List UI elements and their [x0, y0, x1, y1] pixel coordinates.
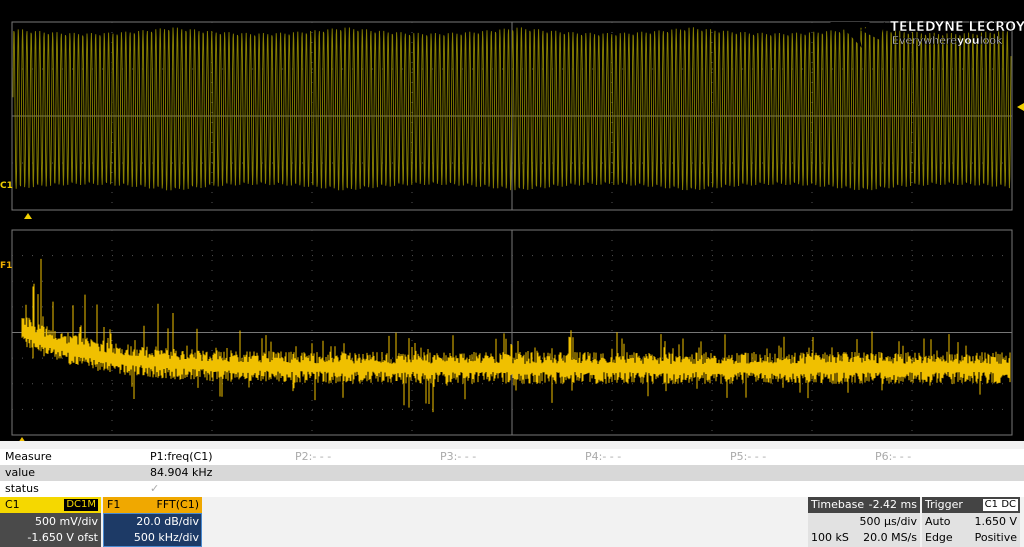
c1-label: C1 [0, 181, 13, 191]
waveforms [12, 27, 1012, 413]
f1-body: 20.0 dB/div 500 kHz/div [103, 513, 202, 547]
measure-status-row: status ✓ [0, 481, 1024, 497]
timebase-label: Timebase [811, 498, 865, 511]
trigger-type: Edge [925, 531, 953, 544]
trigger-coupling: DC [999, 499, 1018, 511]
logo-brand: TELEDYNE LECROY [890, 20, 1024, 35]
channel-scale: 500 mV/div [35, 515, 98, 528]
f1-descriptor[interactable]: F1 FFT(C1) 20.0 dB/div 500 kHz/div [103, 497, 202, 547]
trigger-level: 1.650 V [974, 515, 1017, 528]
c1-body: 500 mV/div -1.650 V ofst [0, 513, 101, 547]
scope-display: C1 F1 TELEDYNE LECROY Everywhereyoulook [0, 0, 1024, 441]
c1-header: C1 DC1M [0, 497, 101, 513]
logo-icon [830, 22, 870, 32]
param-header: P3:- - - [440, 450, 477, 463]
tagline-part: Everywhere [892, 34, 957, 47]
channel-name: C1 [5, 498, 20, 511]
timebase-body: 500 µs/div 100 kS 20.0 MS/s [808, 513, 920, 547]
tagline-part: look [980, 34, 1004, 47]
trigger-mode: Auto [925, 515, 951, 528]
tagline-part: you [957, 34, 980, 47]
timebase-samples: 100 kS [811, 531, 849, 544]
param-header: P6:- - - [875, 450, 912, 463]
trigger-label: Trigger [925, 498, 963, 511]
c1-trace [12, 27, 1012, 191]
param-header: P4:- - - [585, 450, 622, 463]
row-label: value [5, 466, 36, 479]
f1-marker [19, 437, 25, 441]
param-header: P1:freq(C1) [150, 450, 213, 463]
measure-header-row: Measure P1:freq(C1) P2:- - - P3:- - - P4:- -… [0, 449, 1024, 465]
c1-trigger-marker [24, 213, 32, 219]
timebase-per-div: 500 µs/div [859, 515, 917, 528]
channel-badge: FFT(C1) [156, 498, 199, 511]
timebase-descriptor[interactable]: Timebase -2.42 ms 500 µs/div 100 kS 20.0… [808, 497, 920, 547]
channel-name: F1 [107, 498, 121, 511]
trigger-slope: Positive [974, 531, 1017, 544]
row-label: Measure [5, 450, 52, 463]
timebase-rate: 20.0 MS/s [863, 531, 917, 544]
trigger-header: Trigger C1 DC [922, 497, 1020, 513]
fft-trace [21, 258, 1011, 413]
channel-badge: DC1M [64, 499, 98, 511]
trigger-source: C1 [982, 499, 1000, 511]
logo-icon [860, 22, 885, 40]
param-header: P5:- - - [730, 450, 767, 463]
timebase-delay: -2.42 ms [868, 498, 917, 511]
c1-descriptor[interactable]: C1 DC1M 500 mV/div -1.650 V ofst [0, 497, 101, 547]
status-check: ✓ [150, 482, 160, 495]
channel-offset: 500 kHz/div [133, 531, 199, 544]
logo: TELEDYNE LECROY Everywhereyoulook [830, 20, 1024, 48]
trigger-descriptor[interactable]: Trigger C1 DC Auto 1.650 V Edge Positive [922, 497, 1020, 547]
logo-tagline: Everywhereyoulook [892, 34, 1003, 47]
f1-header: F1 FFT(C1) [103, 497, 202, 513]
logo-icon [845, 30, 862, 48]
trigger-level-marker [1017, 103, 1024, 111]
row-label: status [5, 482, 39, 495]
measure-value: 84.904 kHz [150, 466, 213, 479]
measure-value-row: value 84.904 kHz [0, 465, 1024, 481]
trigger-body: Auto 1.650 V Edge Positive [922, 513, 1020, 547]
channel-offset: -1.650 V ofst [27, 531, 98, 544]
timebase-header: Timebase -2.42 ms [808, 497, 920, 513]
channel-scale: 20.0 dB/div [136, 515, 199, 528]
f1-label: F1 [0, 261, 12, 271]
param-header: P2:- - - [295, 450, 332, 463]
